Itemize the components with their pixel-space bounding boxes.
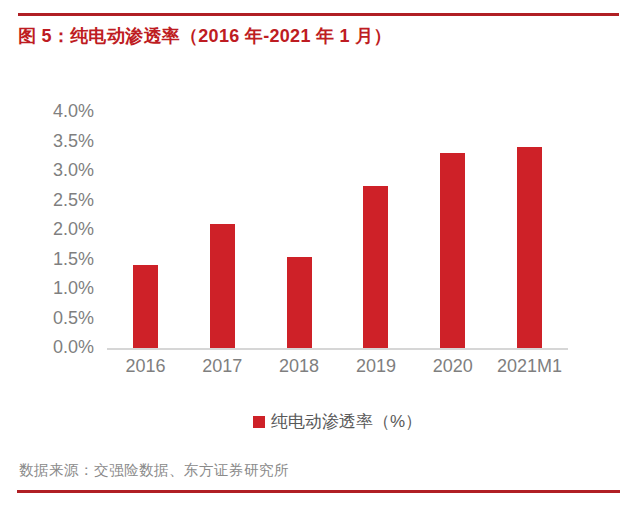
bar-2021M1 xyxy=(517,147,542,348)
y-tick-label: 1.5% xyxy=(24,249,94,270)
x-tick-label-2021M1: 2021M1 xyxy=(485,356,575,377)
top-divider xyxy=(18,13,619,16)
legend-label: 纯电动渗透率（%） xyxy=(271,410,422,433)
bar-2019 xyxy=(363,186,388,348)
source-note: 数据来源：交强险数据、东方证券研究所 xyxy=(19,461,289,480)
figure-title: 图 5：纯电动渗透率（2016 年-2021 年 1 月） xyxy=(18,24,392,48)
y-tick-label: 4.0% xyxy=(24,101,94,122)
y-tick-label: 0.5% xyxy=(24,308,94,329)
bar-2020 xyxy=(440,153,465,348)
y-tick-label: 2.0% xyxy=(24,219,94,240)
bar-2017 xyxy=(210,224,235,348)
y-tick-label: 1.0% xyxy=(24,278,94,299)
y-tick-label: 3.5% xyxy=(24,131,94,152)
y-tick-label: 3.0% xyxy=(24,160,94,181)
figure-panel: 图 5：纯电动渗透率（2016 年-2021 年 1 月） 4.0% 3.5% 3.… xyxy=(0,0,640,506)
y-tick-label: 0.0% xyxy=(24,337,94,358)
bottom-divider xyxy=(17,490,620,493)
legend: 纯电动渗透率（%） xyxy=(107,410,568,433)
y-tick-label: 2.5% xyxy=(24,190,94,211)
bar-2018 xyxy=(287,257,312,348)
legend-square-icon xyxy=(253,416,265,428)
bar-2016 xyxy=(133,265,158,348)
plot-area xyxy=(107,112,568,350)
